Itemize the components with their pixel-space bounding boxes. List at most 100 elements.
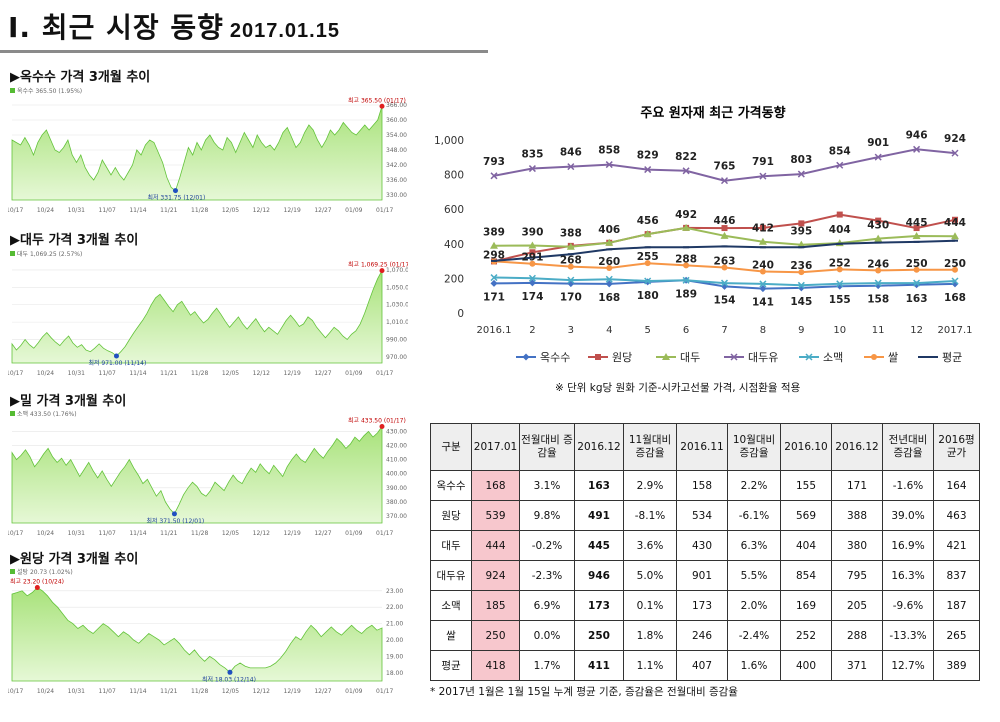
data-point — [720, 279, 729, 287]
data-point — [567, 263, 574, 270]
x-tick-label: 10/17 — [8, 207, 23, 214]
data-point — [567, 163, 575, 171]
data-point — [644, 260, 651, 267]
x-tick-label: 12/19 — [284, 688, 301, 695]
table-cell: 9.8% — [519, 500, 575, 531]
title-text: Ⅰ. 최근 시장 동향 — [8, 11, 224, 44]
table-cell: 418 — [471, 650, 520, 681]
data-point — [490, 274, 498, 282]
data-point — [913, 225, 920, 232]
legend-label: 원당 — [612, 351, 632, 364]
table-cell: -9.6% — [882, 590, 934, 621]
data-point — [528, 241, 537, 249]
data-point — [759, 172, 767, 180]
high-point-label: 최고 1,069.25 (01/17) — [348, 261, 408, 269]
table-cell: 164 — [933, 470, 980, 501]
data-point — [797, 240, 806, 248]
x-tick-label: 12/12 — [253, 688, 270, 695]
data-label: 154 — [714, 294, 736, 306]
table-cell: 288 — [831, 620, 883, 651]
legend-label: 대두 — [680, 351, 700, 364]
x-tick-label: 10 — [833, 325, 846, 336]
y-tick-label: 430.00 — [386, 428, 407, 435]
table-cell: 원당 — [430, 500, 472, 531]
x-tick-label: 12/12 — [253, 370, 270, 377]
y-tick-label: 200 — [444, 273, 464, 285]
table-cell: 5.0% — [623, 560, 677, 591]
data-point — [683, 262, 690, 269]
high-point-marker — [34, 585, 40, 591]
y-tick-label: 1,000 — [434, 135, 464, 147]
series-5 — [491, 258, 958, 276]
y-tick-label: 21.00 — [386, 621, 403, 628]
y-tick-label: 0 — [457, 308, 464, 320]
header-divider — [0, 50, 488, 53]
x-tick-label: 11/14 — [129, 370, 146, 377]
data-label: 406 — [598, 224, 620, 236]
data-label: 246 — [867, 258, 889, 270]
y-tick-label: 19.00 — [386, 653, 403, 660]
data-point — [836, 211, 843, 218]
data-label: 268 — [560, 255, 582, 267]
table-cell: 2.2% — [727, 470, 781, 501]
x-tick-label: 12/19 — [284, 530, 301, 537]
data-point — [913, 145, 921, 153]
x-tick-label: 10/24 — [37, 207, 54, 214]
x-tick-label: 5 — [644, 325, 650, 336]
data-label: 924 — [944, 133, 966, 145]
table-cell: -2.4% — [727, 620, 781, 651]
x-tick-label: 10/17 — [8, 370, 23, 377]
y-tick-label: 330.00 — [386, 192, 407, 199]
data-point — [606, 248, 613, 251]
x-tick-label: 12/05 — [222, 207, 239, 214]
data-point — [605, 161, 613, 169]
legend-label: 대두 1,069.25 (2.57%) — [17, 250, 82, 258]
table-cell: 1.1% — [623, 650, 677, 681]
data-point — [912, 232, 921, 240]
wheat-price-chart: 소맥 433.50 (1.76%) 430.00 420.00 410.00 400.0… — [8, 409, 408, 539]
y-tick-label: 348.00 — [386, 147, 407, 154]
legend-label: 설탕 20.73 (1.02%) — [17, 568, 73, 576]
data-point — [528, 279, 536, 287]
data-point — [836, 266, 843, 273]
table-cell: 569 — [780, 500, 832, 531]
data-point — [567, 276, 575, 284]
data-point — [490, 279, 498, 287]
x-tick-label: 10/31 — [68, 530, 85, 537]
data-point — [721, 225, 728, 232]
data-label: 791 — [752, 156, 774, 168]
high-point-marker — [379, 424, 385, 430]
x-tick-label: 2016.1 — [477, 325, 512, 336]
y-tick-label: 420.00 — [386, 443, 407, 450]
x-tick-label: 7 — [721, 325, 727, 336]
data-point — [490, 172, 498, 180]
x-tick-label: 12/05 — [222, 370, 239, 377]
data-point — [759, 285, 767, 293]
table-cell: 평균 — [430, 650, 472, 681]
table-cell: 6.9% — [519, 590, 575, 621]
data-label: 174 — [521, 291, 543, 303]
table-cell: 795 — [831, 560, 883, 591]
table-cell: 380 — [831, 530, 883, 561]
legend-swatch — [10, 251, 15, 256]
data-point — [952, 266, 958, 273]
table-cell: 2.0% — [727, 590, 781, 621]
price-area — [11, 425, 383, 524]
table-cell: 3.1% — [519, 470, 575, 501]
y-tick-label: 1,030.00 — [386, 302, 408, 309]
data-label: 395 — [790, 226, 812, 238]
header-cell: 구분 — [430, 423, 472, 471]
table-cell: 173 — [676, 590, 728, 621]
data-label: 445 — [906, 217, 928, 229]
x-tick-label: 11/07 — [99, 530, 116, 537]
data-label: 168 — [944, 292, 966, 304]
legend-label: 평균 — [942, 351, 962, 364]
soybean-chart-title: ▶대두 가격 3개월 추이 — [10, 233, 139, 248]
data-label: 255 — [637, 251, 659, 263]
x-tick-label: 12/05 — [222, 530, 239, 537]
table-cell: 252 — [780, 620, 832, 651]
title-date: 2017.01.15 — [229, 20, 340, 42]
table-row: 대두 444 -0.2% 445 3.6% 430 6.3% 404 380 16.9% 421 — [430, 530, 980, 561]
data-label: 260 — [598, 256, 620, 268]
price-area — [11, 270, 383, 364]
